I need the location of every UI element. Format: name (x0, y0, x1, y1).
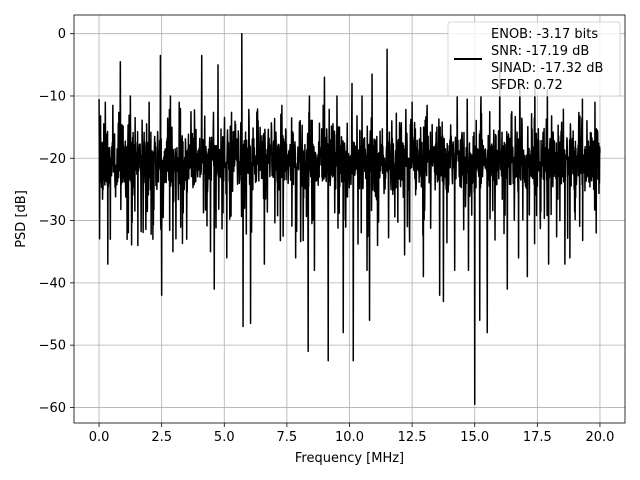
y-tick-label: −60 (39, 401, 66, 416)
x-tick-label: 20.0 (585, 430, 614, 445)
x-tick-label: 7.5 (277, 430, 298, 445)
x-tick-label: 12.5 (398, 430, 427, 445)
series-layer (98, 32, 601, 406)
x-tick-label: 17.5 (523, 430, 552, 445)
x-tick-label: 10.0 (335, 430, 364, 445)
x-tick-label: 2.5 (151, 430, 172, 445)
x-axis-label: Frequency [MHz] (295, 451, 404, 466)
x-tick-label: 0.0 (89, 430, 110, 445)
x-tick-label: 5.0 (214, 430, 235, 445)
y-tick-label: −30 (39, 214, 66, 229)
legend-box (447, 21, 621, 97)
x-axis-ticks: 0.0 2.5 5.0 7.5 10.0 12.5 15.0 17.5 20.0 (89, 423, 614, 445)
legend-entry-sfdr: SFDR: 0.72 (491, 78, 563, 93)
x-tick-label: 15.0 (460, 430, 489, 445)
legend-entry-enob: ENOB: -3.17 bits (491, 27, 598, 42)
psd-series-line (98, 32, 601, 406)
y-tick-label: −40 (39, 276, 66, 291)
y-axis-ticks: 0 −10 −20 −30 −40 −50 −60 (39, 27, 74, 416)
y-axis-label: PSD [dB] (14, 190, 29, 248)
y-tick-label: −50 (39, 339, 66, 354)
y-tick-label: 0 (58, 27, 66, 42)
legend-entry-snr: SNR: -17.19 dB (491, 44, 589, 59)
legend-entry-sinad: SINAD: -17.32 dB (491, 61, 603, 76)
legend: ENOB: -3.17 bits SNR: -17.19 dB SINAD: -… (447, 21, 621, 97)
y-tick-label: −10 (39, 89, 66, 104)
y-tick-label: −20 (39, 152, 66, 167)
